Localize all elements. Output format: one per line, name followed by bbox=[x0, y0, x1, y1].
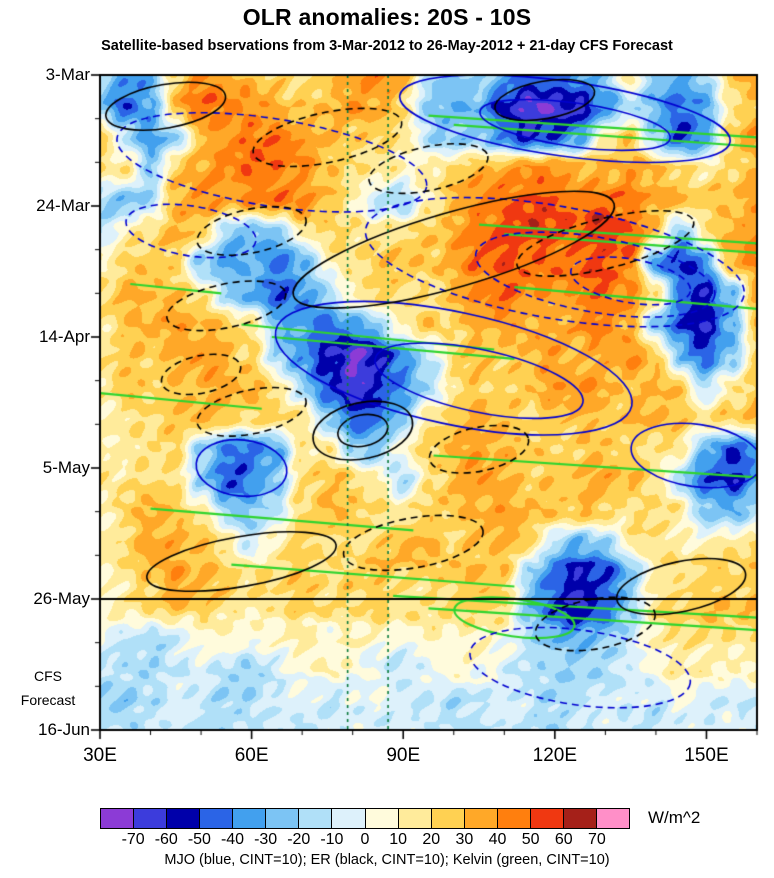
colorbar-segment bbox=[134, 809, 168, 828]
colorbar-tick-label: 20 bbox=[422, 831, 441, 848]
y-tick-label: 26-May bbox=[33, 589, 90, 608]
cfs-forecast-label-line1: CFS bbox=[34, 668, 62, 684]
colorbar-segment bbox=[497, 809, 531, 828]
colorbar-segment bbox=[596, 809, 629, 828]
y-tick-label: 3-Mar bbox=[45, 65, 90, 84]
x-tick-label: 90E bbox=[386, 745, 421, 766]
y-tick-label: 14-Apr bbox=[38, 327, 90, 346]
colorbar-segment bbox=[365, 809, 399, 828]
chart-subtitle: Satellite-based bservations from 3-Mar-2… bbox=[101, 38, 673, 54]
colorbar-segment bbox=[167, 809, 201, 828]
colorbar-units-label: W/m^2 bbox=[648, 808, 701, 827]
colorbar-tick-label: 40 bbox=[488, 831, 507, 848]
colorbar-tick-label: 50 bbox=[521, 831, 540, 848]
x-tick-label: 150E bbox=[684, 745, 729, 766]
colorbar-segment bbox=[398, 809, 432, 828]
colorbar-tick-label: -50 bbox=[187, 831, 211, 848]
colorbar-segment bbox=[299, 809, 333, 828]
colorbar-segment bbox=[464, 809, 498, 828]
colorbar-segment bbox=[266, 809, 300, 828]
colorbar-tick-label: -40 bbox=[220, 831, 245, 848]
colorbar bbox=[100, 808, 630, 829]
y-tick-label: 5-May bbox=[42, 458, 90, 477]
colorbar-tick-label: -20 bbox=[287, 831, 311, 848]
colorbar-segment bbox=[431, 809, 465, 828]
hovmoller-plot-canvas bbox=[0, 0, 774, 790]
colorbar-segment bbox=[563, 809, 597, 828]
colorbar-tick-label: 0 bbox=[360, 831, 370, 848]
colorbar-tick-label: -10 bbox=[320, 831, 344, 848]
legend-caption: MJO (blue, CINT=10); ER (black, CINT=10)… bbox=[164, 852, 610, 868]
x-tick-label: 30E bbox=[83, 745, 117, 766]
colorbar-segment bbox=[233, 809, 267, 828]
colorbar-segment bbox=[332, 809, 366, 828]
colorbar-tick-label: 70 bbox=[587, 831, 606, 848]
x-tick-label: 120E bbox=[532, 745, 578, 766]
chart-title: OLR anomalies: 20S - 10S bbox=[242, 4, 532, 30]
colorbar-tick-label: -30 bbox=[254, 831, 278, 848]
colorbar-tick-label: -70 bbox=[121, 831, 145, 848]
colorbar-tick-label: 30 bbox=[455, 831, 474, 848]
y-tick-label: 16-Jun bbox=[38, 720, 90, 739]
colorbar-segment bbox=[200, 809, 234, 828]
colorbar-tick-label: 10 bbox=[389, 831, 408, 848]
y-tick-label: 24-Mar bbox=[36, 196, 90, 215]
colorbar-segment bbox=[101, 809, 135, 828]
cfs-forecast-label-line2: Forecast bbox=[20, 692, 76, 708]
x-tick-label: 60E bbox=[234, 745, 269, 766]
colorbar-segment bbox=[530, 809, 564, 828]
colorbar-tick-label: 60 bbox=[554, 831, 573, 848]
colorbar-tick-label: -60 bbox=[154, 831, 178, 848]
colorbar-tick-labels: -70 -60 -50 -40 -30 -20 -10 0 10 20 30 40 50 60 70 bbox=[0, 831, 774, 851]
